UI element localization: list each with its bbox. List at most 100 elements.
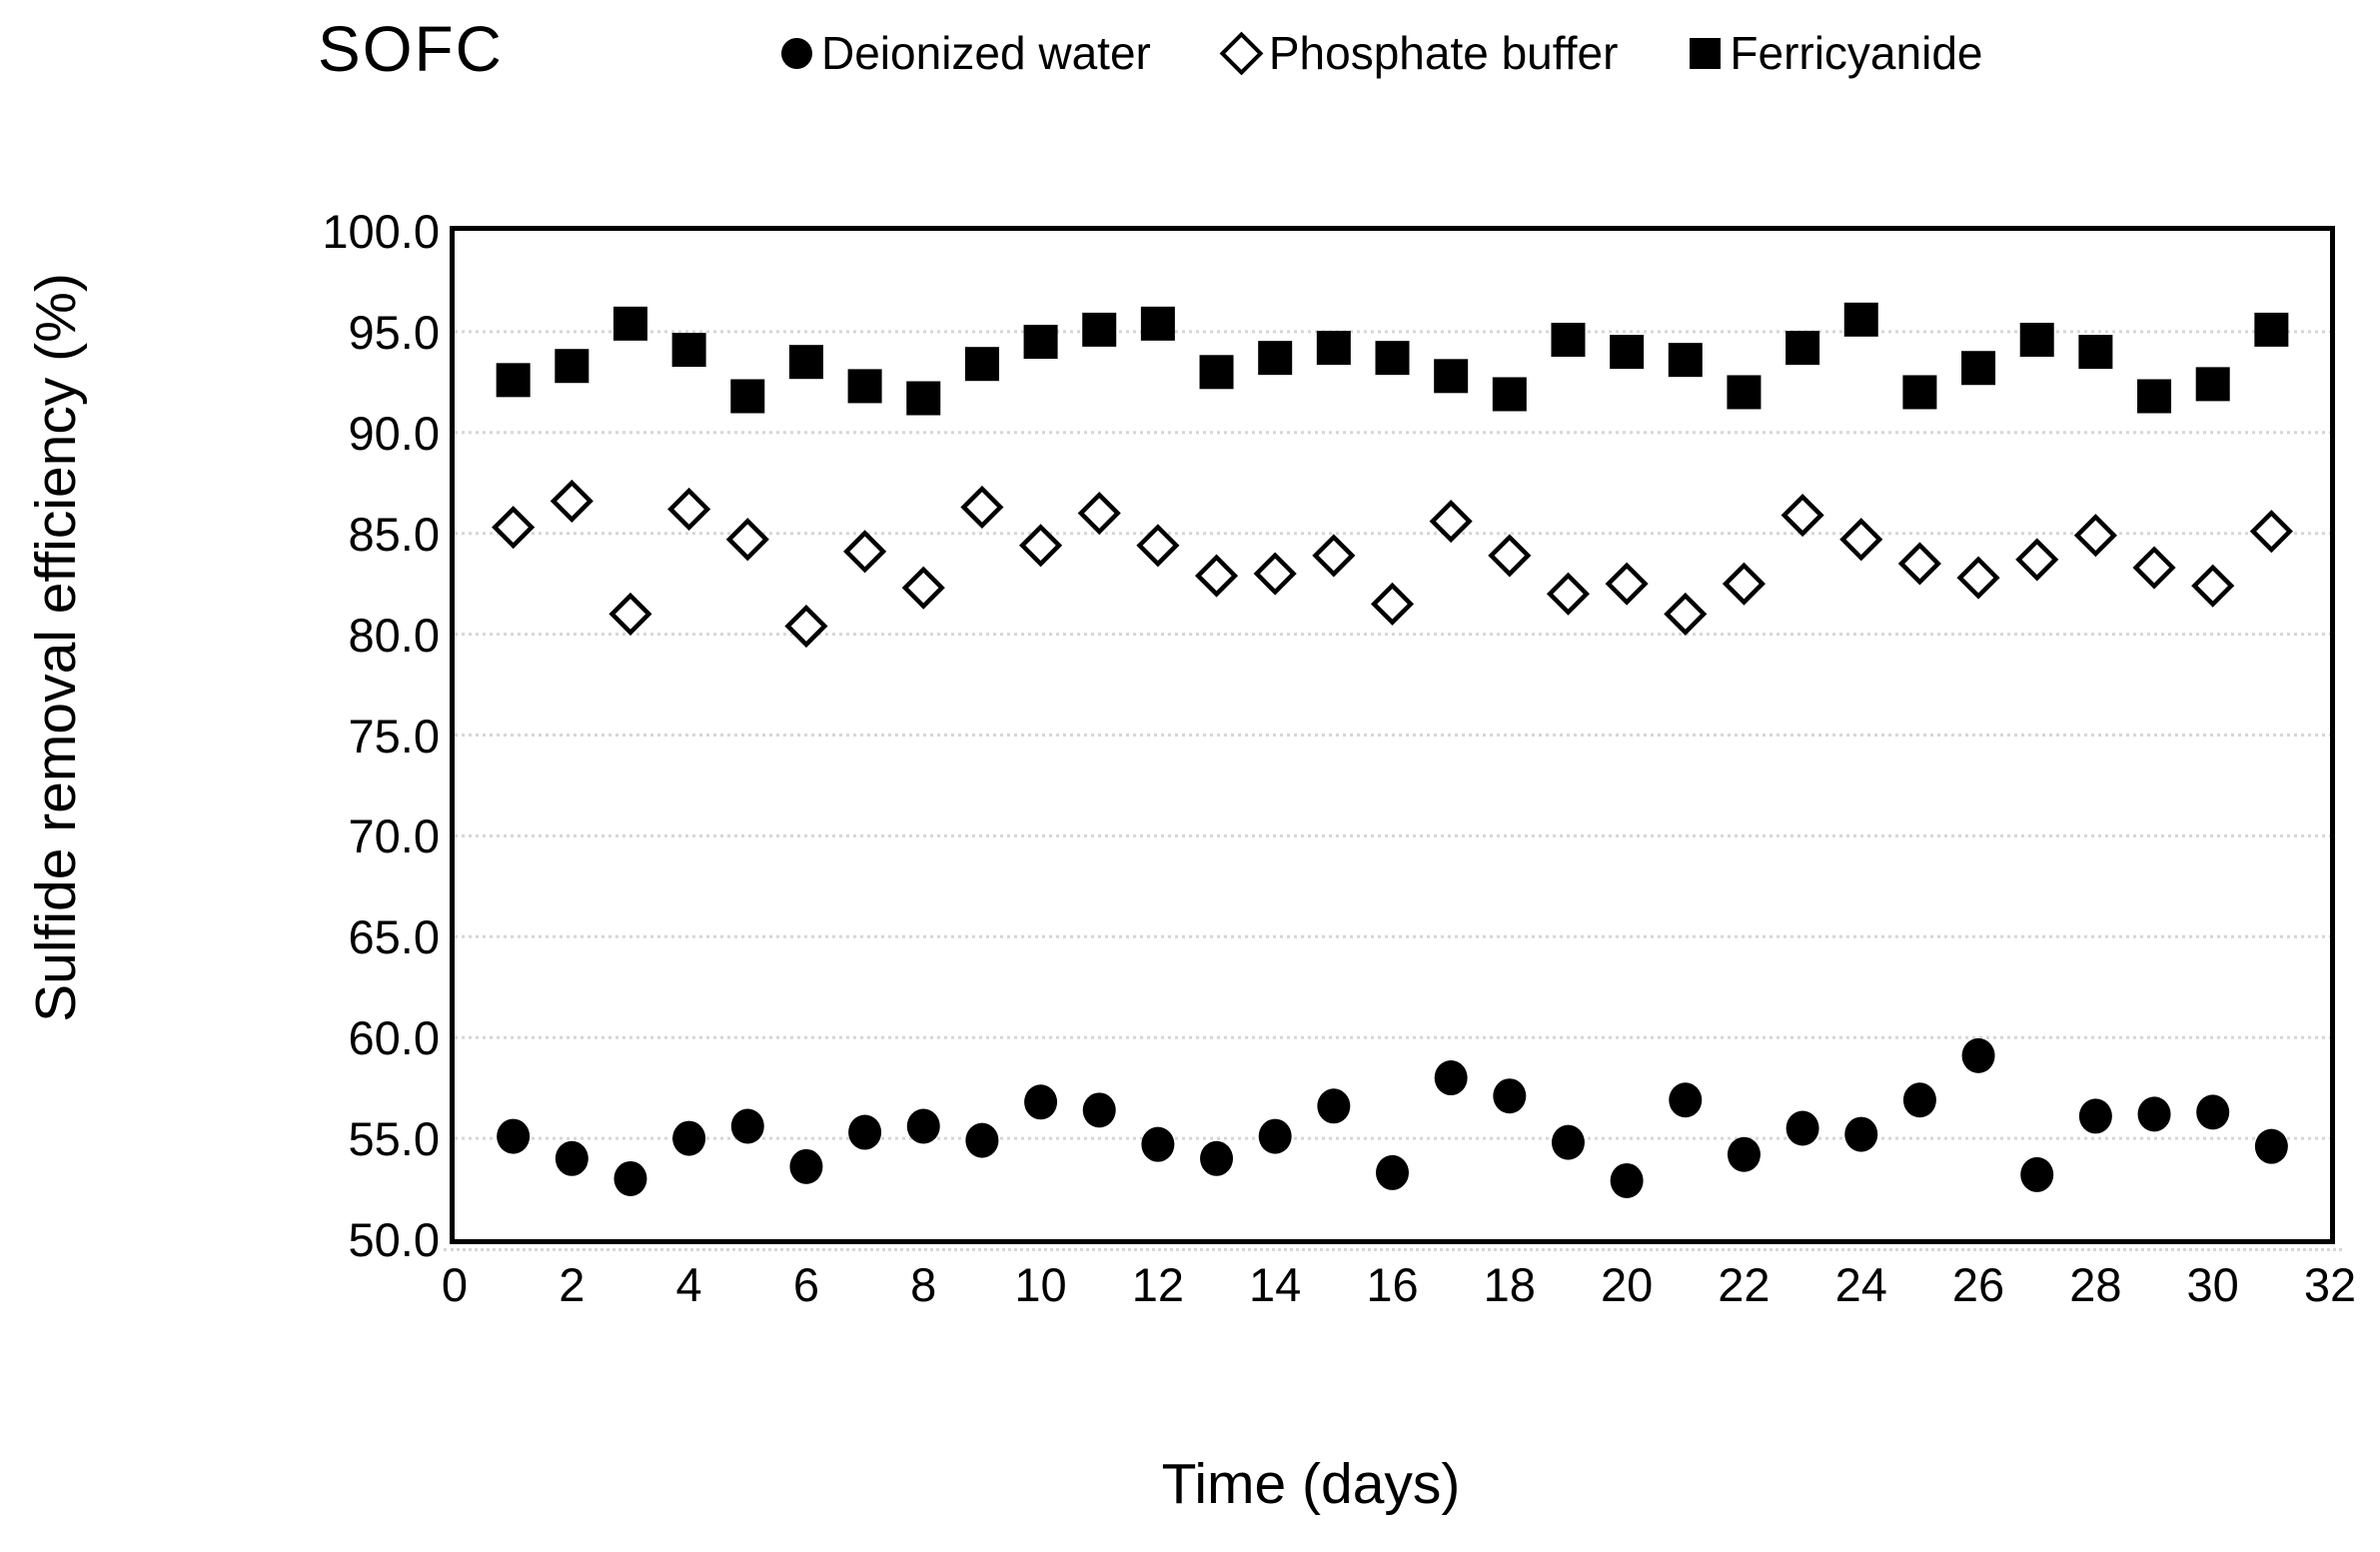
data-point-circle	[2137, 1096, 2171, 1132]
data-point-square	[1375, 341, 1410, 376]
data-point-circle	[1141, 1126, 1175, 1162]
x-tick-label: 2	[559, 1258, 586, 1311]
x-tick-label: 32	[2303, 1258, 2357, 1311]
data-point-circle	[1200, 1140, 1234, 1176]
data-point-diamond	[667, 487, 711, 532]
data-point-diamond	[1194, 554, 1239, 598]
filled-square-marker-icon	[1690, 37, 1722, 69]
data-point-square	[1961, 351, 1996, 386]
chart-title: SOFC	[318, 13, 504, 85]
legend: Deionized water Phosphate buffer Ferricy…	[781, 26, 1982, 80]
data-point-circle	[1434, 1060, 1468, 1096]
data-point-square	[1610, 335, 1645, 370]
data-point-diamond	[2249, 510, 2293, 554]
x-tick-label: 10	[1014, 1258, 1067, 1311]
x-tick-label: 6	[792, 1258, 819, 1311]
data-point-circle	[497, 1118, 531, 1154]
x-tick-label: 8	[910, 1258, 937, 1311]
data-point-square	[1785, 331, 1820, 366]
data-point-circle	[2254, 1128, 2288, 1164]
data-point-circle	[730, 1108, 764, 1144]
data-point-diamond	[1018, 524, 1063, 568]
data-point-square	[1082, 312, 1117, 347]
legend-item-phosphate-buffer: Phosphate buffer	[1219, 26, 1619, 80]
y-tick-label: 60.0	[348, 1011, 440, 1065]
data-point-circle	[906, 1108, 940, 1144]
legend-label: Phosphate buffer	[1268, 27, 1619, 79]
x-tick-label: 16	[1366, 1258, 1419, 1311]
y-tick-label: 70.0	[348, 809, 440, 863]
data-point-circle	[1610, 1162, 1644, 1198]
data-point-diamond	[1722, 562, 1767, 606]
legend-label: Ferricyanide	[1730, 27, 1983, 79]
y-tick-label: 85.0	[348, 507, 440, 561]
data-point-diamond	[2015, 538, 2059, 582]
data-point-diamond	[901, 566, 945, 610]
data-point-diamond	[1839, 518, 1883, 562]
x-tick-label: 28	[2069, 1258, 2122, 1311]
data-point-square	[1727, 375, 1762, 410]
data-point-square	[1434, 359, 1469, 394]
data-point-square	[906, 381, 941, 416]
x-tick-label: 24	[1834, 1258, 1887, 1311]
data-point-square	[555, 349, 590, 384]
legend-label: Deionized water	[821, 27, 1151, 79]
data-point-circle	[2196, 1094, 2230, 1130]
data-point-diamond	[2132, 546, 2176, 590]
data-point-square	[496, 363, 531, 398]
data-point-circle	[965, 1122, 999, 1158]
plot-area	[450, 226, 2335, 1244]
y-tick-label: 75.0	[348, 709, 440, 763]
x-tick-label: 22	[1718, 1258, 1771, 1311]
data-point-square	[730, 379, 765, 414]
data-point-square	[847, 369, 882, 404]
y-tick-label: 50.0	[348, 1213, 440, 1266]
data-point-square	[1023, 324, 1058, 359]
y-axis-title: Sulfide removal efficiency (%)	[24, 273, 88, 1022]
x-tick-label: 26	[1951, 1258, 2005, 1311]
x-tick-label: 30	[2186, 1258, 2239, 1311]
data-point-square	[2137, 379, 2172, 414]
data-point-square	[2195, 367, 2230, 402]
data-point-circle	[1493, 1078, 1527, 1114]
data-point-diamond	[843, 530, 887, 574]
data-point-circle	[1024, 1084, 1058, 1120]
data-point-circle	[1844, 1116, 1878, 1152]
y-tick-label: 80.0	[348, 608, 440, 662]
data-point-diamond	[1488, 534, 1532, 578]
data-point-circle	[1317, 1088, 1351, 1124]
y-tick-label: 65.0	[348, 910, 440, 964]
data-point-circle	[1902, 1082, 1936, 1118]
open-diamond-marker-icon	[1219, 31, 1264, 75]
data-point-diamond	[725, 518, 769, 562]
data-point-diamond	[608, 592, 652, 636]
data-point-circle	[613, 1160, 647, 1196]
data-point-diamond	[960, 485, 1004, 530]
filled-circle-marker-icon	[781, 37, 812, 69]
data-point-diamond	[1077, 491, 1121, 536]
data-point-square	[2254, 312, 2289, 347]
data-point-diamond	[1664, 592, 1708, 636]
x-tick-label: 14	[1249, 1258, 1302, 1311]
data-point-square	[1902, 375, 1937, 410]
data-point-circle	[2078, 1098, 2112, 1134]
data-point-diamond	[2191, 564, 2235, 608]
data-point-square	[1258, 341, 1293, 376]
data-point-circle	[1961, 1037, 1995, 1073]
data-point-circle	[1082, 1092, 1116, 1128]
data-point-diamond	[784, 604, 828, 649]
y-tick-label: 90.0	[348, 406, 440, 460]
data-point-diamond	[1370, 582, 1415, 626]
data-point-diamond	[1429, 500, 1473, 544]
data-point-circle	[1376, 1154, 1409, 1190]
x-tick-label: 4	[675, 1258, 702, 1311]
data-point-diamond	[1897, 542, 1941, 586]
data-point-square	[964, 347, 999, 382]
data-point-square	[671, 333, 706, 368]
data-point-square	[2078, 335, 2113, 370]
data-point-diamond	[492, 506, 536, 550]
data-point-diamond	[1546, 572, 1591, 616]
plot-canvas	[455, 302, 2330, 1198]
x-axis-title: Time (days)	[1161, 1452, 1461, 1516]
